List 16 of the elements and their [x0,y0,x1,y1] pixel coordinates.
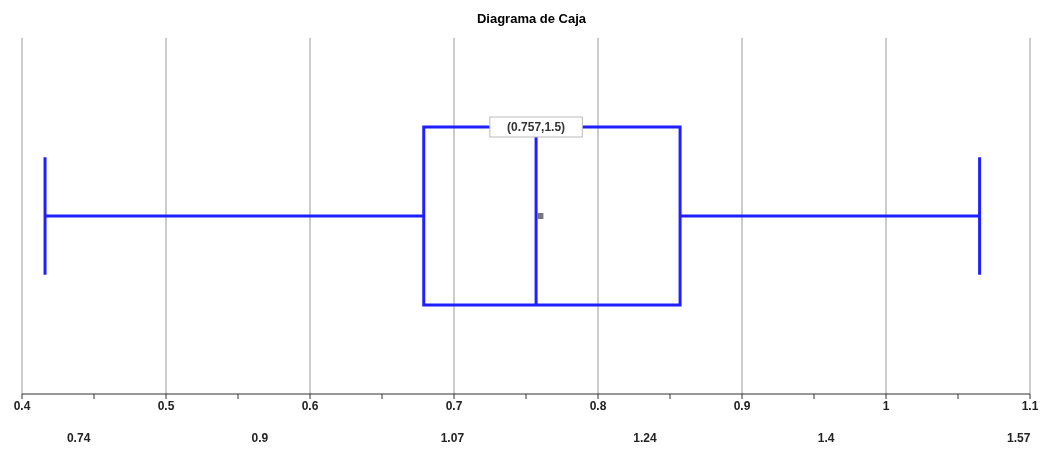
x2-tick-label: 0.74 [66,431,91,445]
x-tick-label: 1.1 [1021,398,1039,413]
x-tick-label: 0.6 [301,398,319,413]
x-tick-label: 1 [882,398,890,413]
x2-tick-label: 0.9 [251,431,269,445]
x2-tick-label: 1.57 [1006,431,1031,445]
x-tick-label: 0.7 [445,398,463,413]
x-tick-label: 0.9 [733,398,751,413]
x-tick-label: 0.5 [157,398,175,413]
x2-tick-label: 1.07 [440,431,465,445]
annotation: (0.757,1.5) [507,120,566,134]
x2-tick-label: 1.4 [817,431,835,445]
x2-tick-label: 1.24 [633,431,657,445]
chart-title: Diagrama de Caja [475,10,588,28]
x-tick-label: 0.8 [589,398,607,413]
x-tick-label: 0.4 [13,398,31,413]
